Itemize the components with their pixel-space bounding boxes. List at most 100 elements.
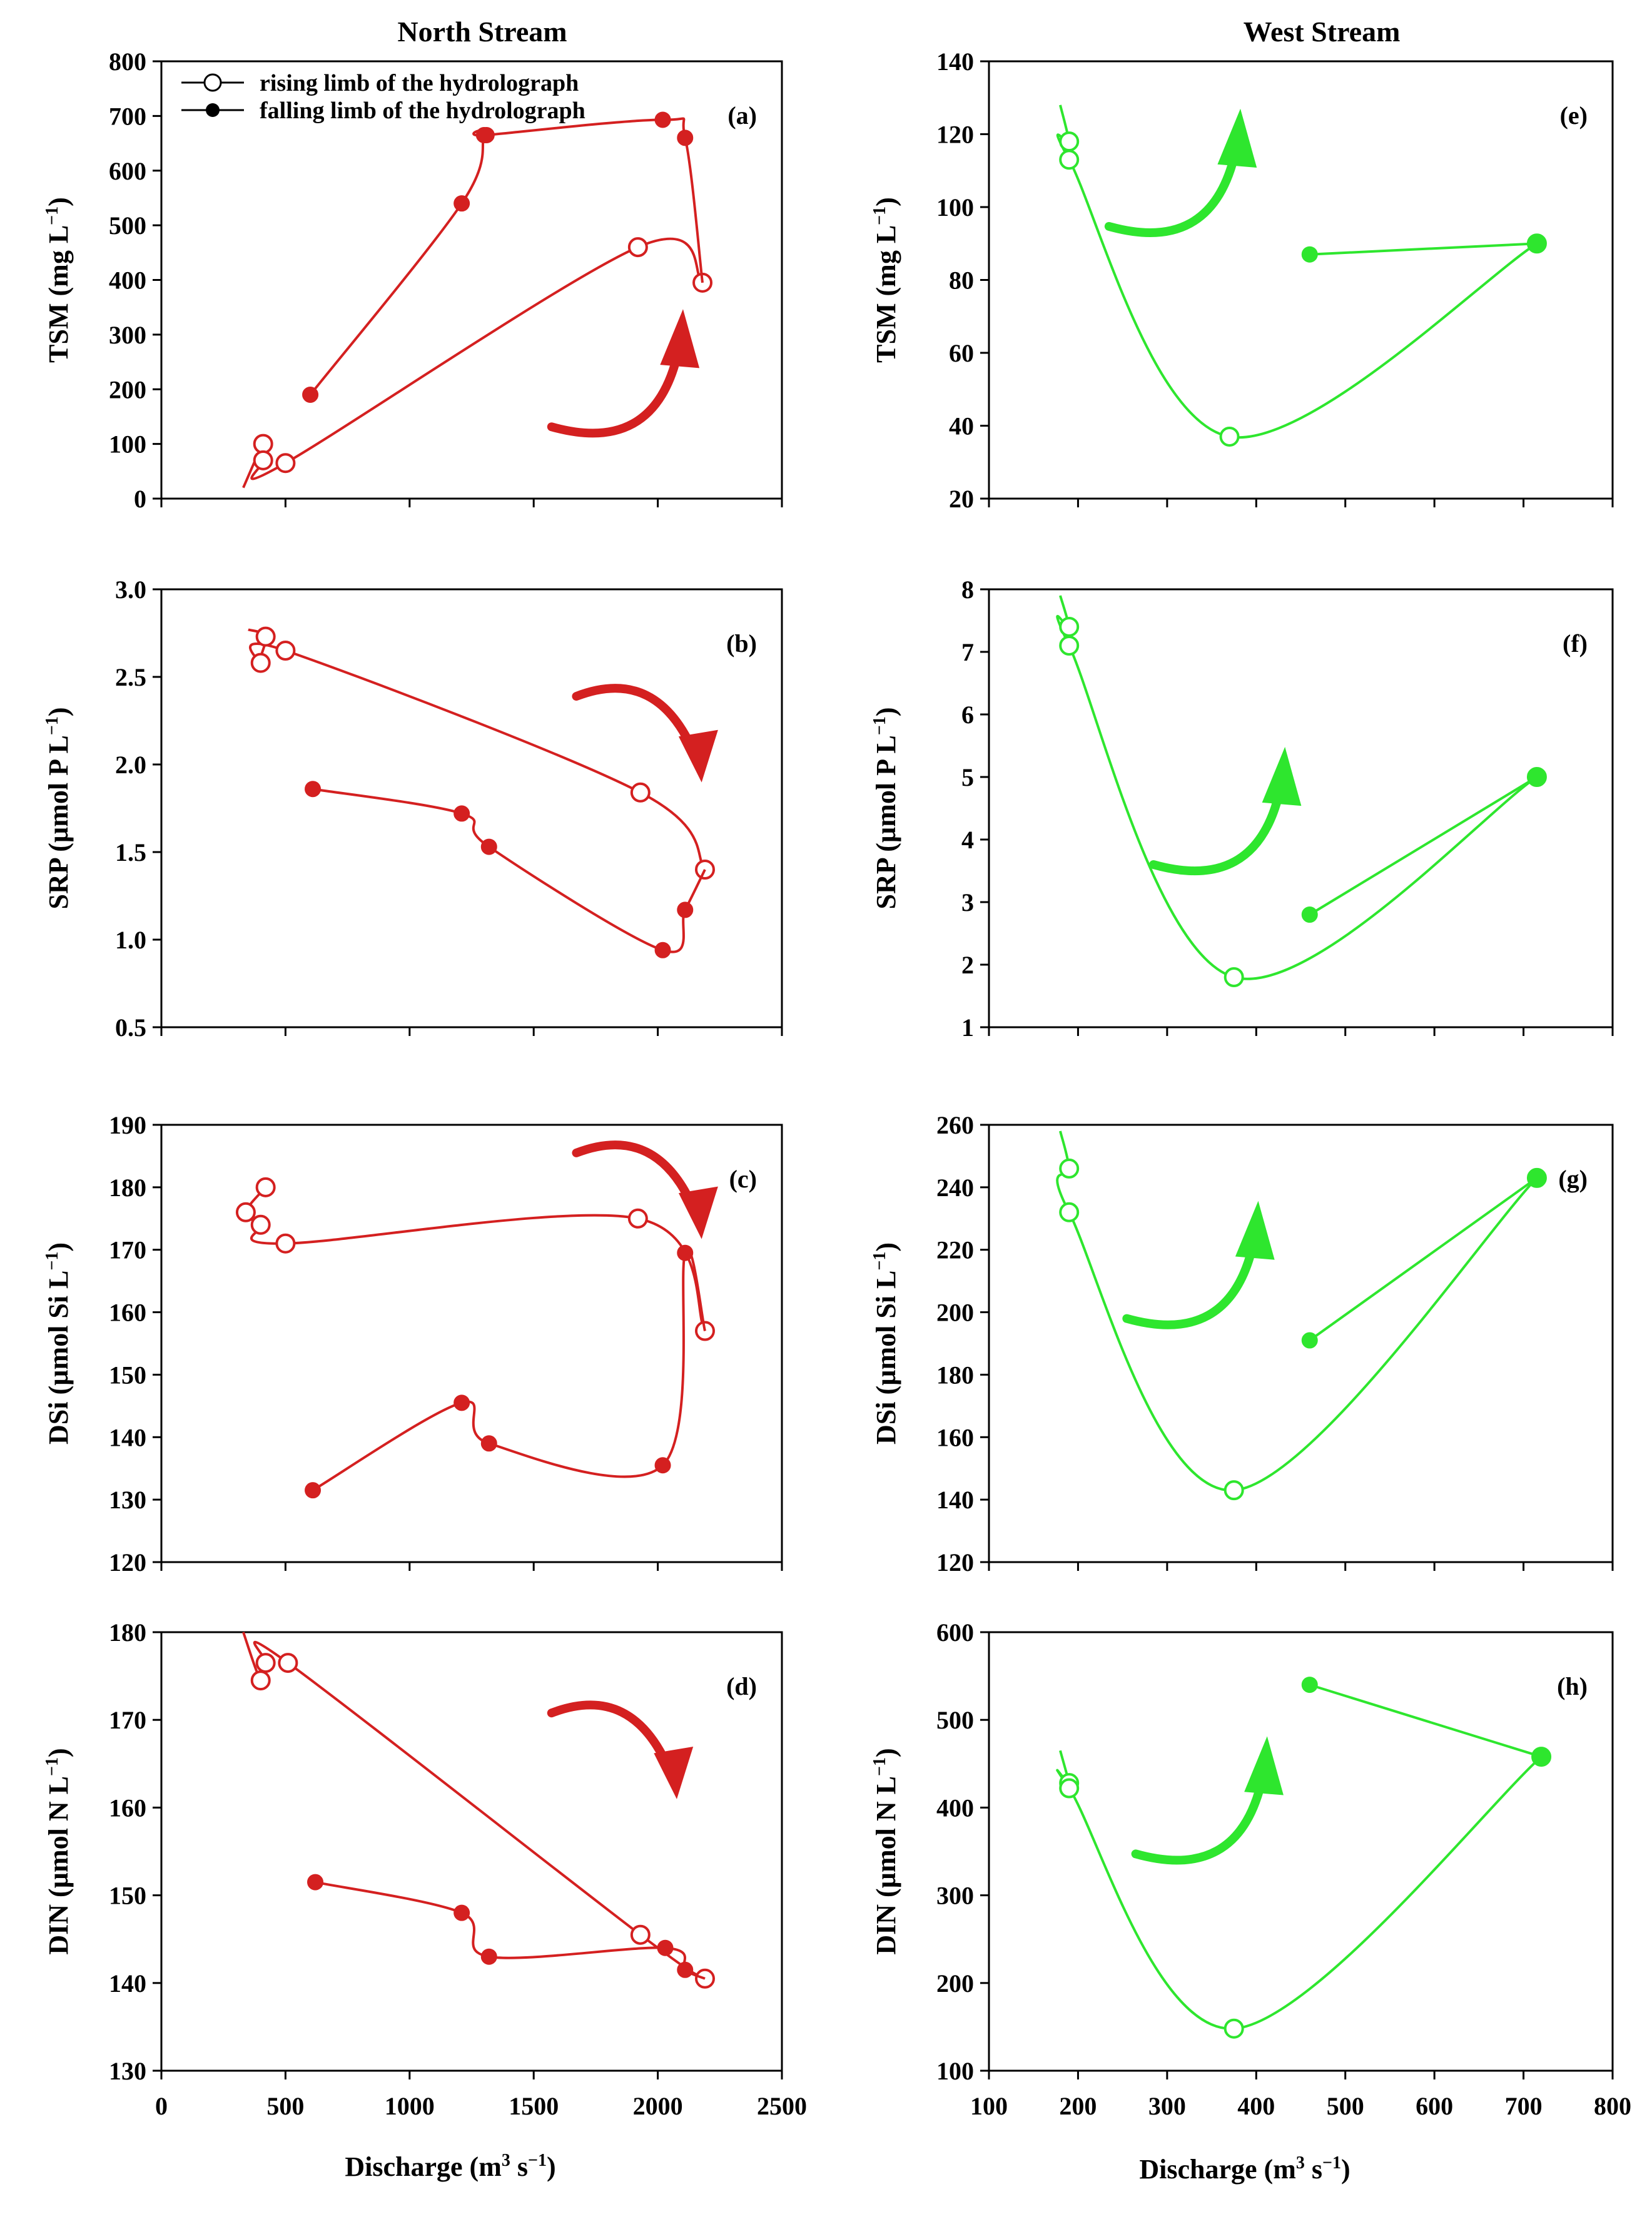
y-tick-label: 160 [109,1299,146,1327]
plot-frame [160,1631,783,2072]
series-line-falling [1309,1177,1538,1342]
panel-e: 20 40 60 80 100 120 140 TSM (mg L−1) (e) [870,48,1614,513]
data-point-falling [305,1482,322,1499]
panel-f: 1 2 3 4 5 6 7 8 SRP (µmol P L−1) (f) [870,576,1614,1042]
y-tick-label: 130 [109,1486,146,1514]
y-tick-label: 190 [109,1111,146,1139]
y-axis-label: SRP (µmol P L−1) [870,708,901,910]
y-tick-label: 400 [109,267,146,295]
y-axis-label: SRP (µmol P L−1) [43,708,74,910]
y-axis-label: DSi (µmol Si L−1) [43,1242,74,1444]
hysteresis-arrow-head [678,1186,718,1239]
data-point-rising [1059,636,1080,656]
y-tick-label: 150 [109,1361,146,1389]
data-point-falling [1301,906,1318,923]
y-tick-label: 300 [109,321,146,349]
y-tick-label: 5 [961,763,974,791]
y-tick-label: 1.0 [115,926,146,954]
y-tick-label: 200 [109,375,146,404]
y-tick-label: 150 [109,1882,146,1910]
plot-frame [988,1631,1614,2072]
data-point-rising [253,434,273,454]
plot-frame [160,588,783,1028]
data-point-falling [480,1435,497,1452]
data-point-rising [627,1208,648,1229]
data-point-rising [630,782,651,803]
column-title-west: West Stream [1244,16,1401,48]
plot-frame [988,60,1614,500]
panel-label: (e) [1560,101,1588,129]
y-tick-label: 7 [961,638,974,666]
x-tick-label: 1000 [385,2092,435,2120]
hysteresis-arrow [1122,1245,1257,1329]
plot-frame [988,588,1614,1028]
y-tick-label: 4 [961,826,974,854]
data-point-rising [1224,2018,1244,2039]
data-point-falling [454,805,470,822]
x-tick-label: 2500 [757,2092,807,2120]
data-point-rising [250,1670,271,1691]
data-point-falling [677,1961,694,1978]
series-line-falling [312,788,706,953]
series-line-rising [1056,1750,1543,2030]
data-point-falling [1528,1169,1545,1186]
y-tick-label: 120 [936,1548,974,1576]
y-tick-label: 200 [936,1969,974,1998]
data-point-falling [1533,1749,1550,1765]
data-point-falling [475,126,492,143]
legend-rising-marker [203,73,222,92]
data-point-falling [654,1457,671,1474]
y-tick-label: 140 [109,1969,146,1998]
data-point-rising [630,1924,651,1945]
series-line-rising [1056,104,1538,439]
y-tick-label: 2.0 [115,751,146,779]
x-tick-label: 500 [1327,2092,1364,2120]
hysteresis-arrow-head [1262,746,1302,806]
data-point-rising [1059,131,1080,152]
panel-h: 100 200 300 400 500 600 100 200 300 400 500 600 700 8… [870,1618,1631,2120]
panel-label: (g) [1558,1165,1588,1193]
series-line-falling [1309,242,1538,256]
legend-falling-marker [206,103,220,117]
x-tick-label: 200 [1059,2092,1097,2120]
y-tick-label: 300 [936,1882,974,1910]
panel-label: (f) [1563,629,1588,657]
x-tick-label: 2000 [633,2092,683,2120]
hysteresis-arrow-head [654,1746,694,1799]
y-tick-label: 6 [961,701,974,729]
data-point-falling [1301,246,1318,263]
plot-frame [160,60,783,500]
data-point-rising [255,1177,276,1197]
x-tick-label: 800 [1594,2092,1631,2120]
data-point-falling [480,1948,497,1965]
y-tick-label: 2.5 [115,663,146,691]
y-tick-label: 800 [109,48,146,76]
y-tick-label: 0 [134,485,146,513]
y-tick-label: 140 [936,1486,974,1514]
data-point-rising [275,453,296,474]
data-point-falling [302,386,319,403]
data-point-falling [1301,1332,1318,1349]
data-point-falling [454,1394,470,1411]
y-tick-label: 700 [109,102,146,130]
data-point-falling [307,1874,324,1891]
hysteresis-arrow-head [660,309,700,368]
x-tick-label: 600 [1416,2092,1453,2120]
hysteresis-arrow [547,1700,675,1777]
y-axis-label: TSM (mg L−1) [870,197,901,363]
plot-frame [988,1124,1614,1563]
panel-c: 120 130 140 150 160 170 180 190 DSi (µmol Si L−1… [43,1111,783,1576]
panel-label: (h) [1557,1672,1588,1700]
x-tick-label: 0 [155,2092,168,2120]
data-point-falling [305,781,322,798]
data-point-falling [677,129,694,146]
data-point-rising [1224,1480,1244,1501]
x-tick-label: 700 [1505,2092,1543,2120]
data-point-rising [250,1214,271,1235]
panel-b: 0.5 1.0 1.5 2.0 2.5 3.0 SRP (µmol P L−1) (b) [43,576,783,1042]
x-tick-label: 100 [970,2092,1008,2120]
data-point-falling [657,1939,674,1956]
